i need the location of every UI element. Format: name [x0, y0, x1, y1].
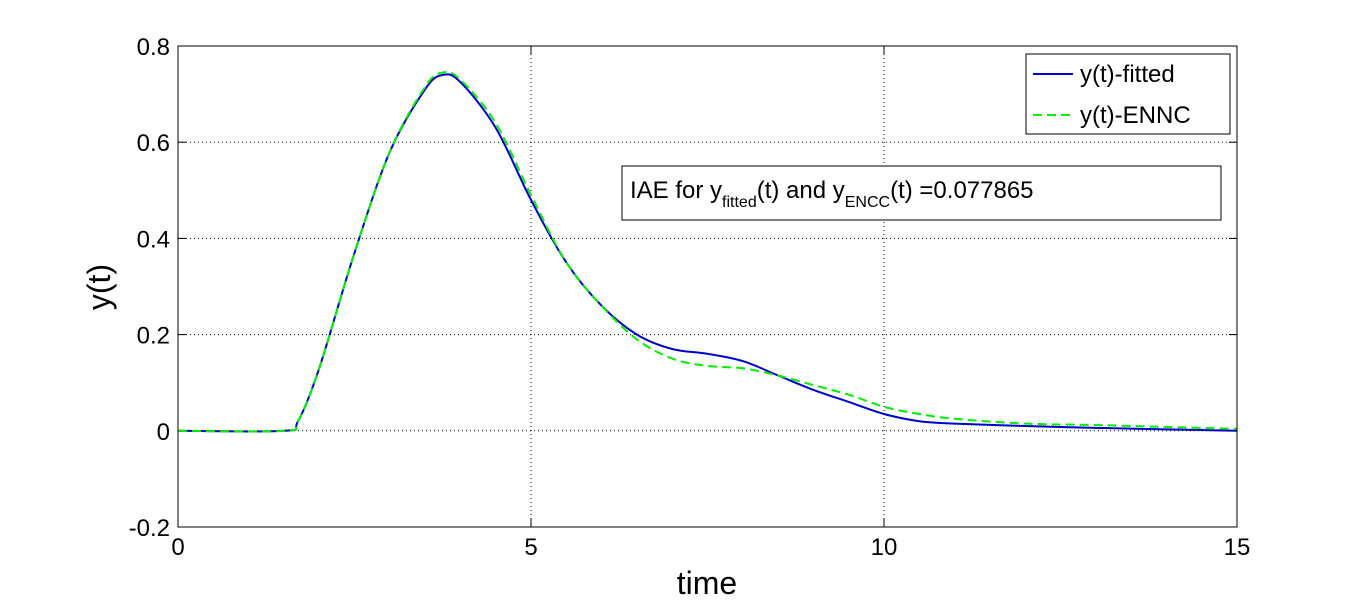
x-tick-label: 5 — [524, 534, 537, 561]
legend-box — [1025, 53, 1231, 135]
y-tick-label: 0.2 — [137, 323, 170, 350]
x-tick-label: 0 — [171, 534, 184, 561]
iae-annotation: IAE for yfitted(t) and yENCC(t) =0.07786… — [621, 165, 1222, 221]
y-tick-label: 0.8 — [137, 34, 170, 61]
annotation-box — [621, 165, 1222, 221]
legend-label-ennc: y(t)-ENNC — [1080, 102, 1191, 129]
y-tick-label: 0.4 — [137, 226, 170, 253]
axis-ticks: 0 5 10 15-0.200.20.40.60.8 — [129, 34, 1251, 561]
y-tick-label: 0 — [157, 419, 170, 446]
legend: y(t)-fitted y(t)-ENNC — [1025, 53, 1231, 135]
x-tick-label: 10 — [871, 534, 898, 561]
annotation-mid: (t) and y — [757, 177, 845, 204]
annotation-sub-fitted: fitted — [722, 194, 757, 211]
plot-frame — [177, 45, 1238, 528]
x-axis-label: time — [677, 565, 737, 601]
annotation-text: IAE for yfitted(t) and yENCC(t) =0.07786… — [630, 177, 1034, 211]
y-tick-label: 0.6 — [137, 130, 170, 157]
x-tick-label: 15 — [1224, 534, 1251, 561]
legend-label-fitted: y(t)-fitted — [1080, 61, 1175, 88]
series-line-y-t-ennc — [177, 70, 1238, 433]
annotation-sub-encc: ENCC — [845, 194, 890, 211]
annotation-prefix: IAE for y — [630, 177, 722, 204]
series-lines — [177, 70, 1238, 433]
grid-lines — [178, 46, 1237, 527]
y-tick-label: -0.2 — [129, 515, 170, 542]
series-line-y-t-fitted — [177, 73, 1238, 433]
annotation-suffix: (t) =0.077865 — [890, 177, 1033, 204]
y-axis-label: y(t) — [81, 264, 117, 310]
